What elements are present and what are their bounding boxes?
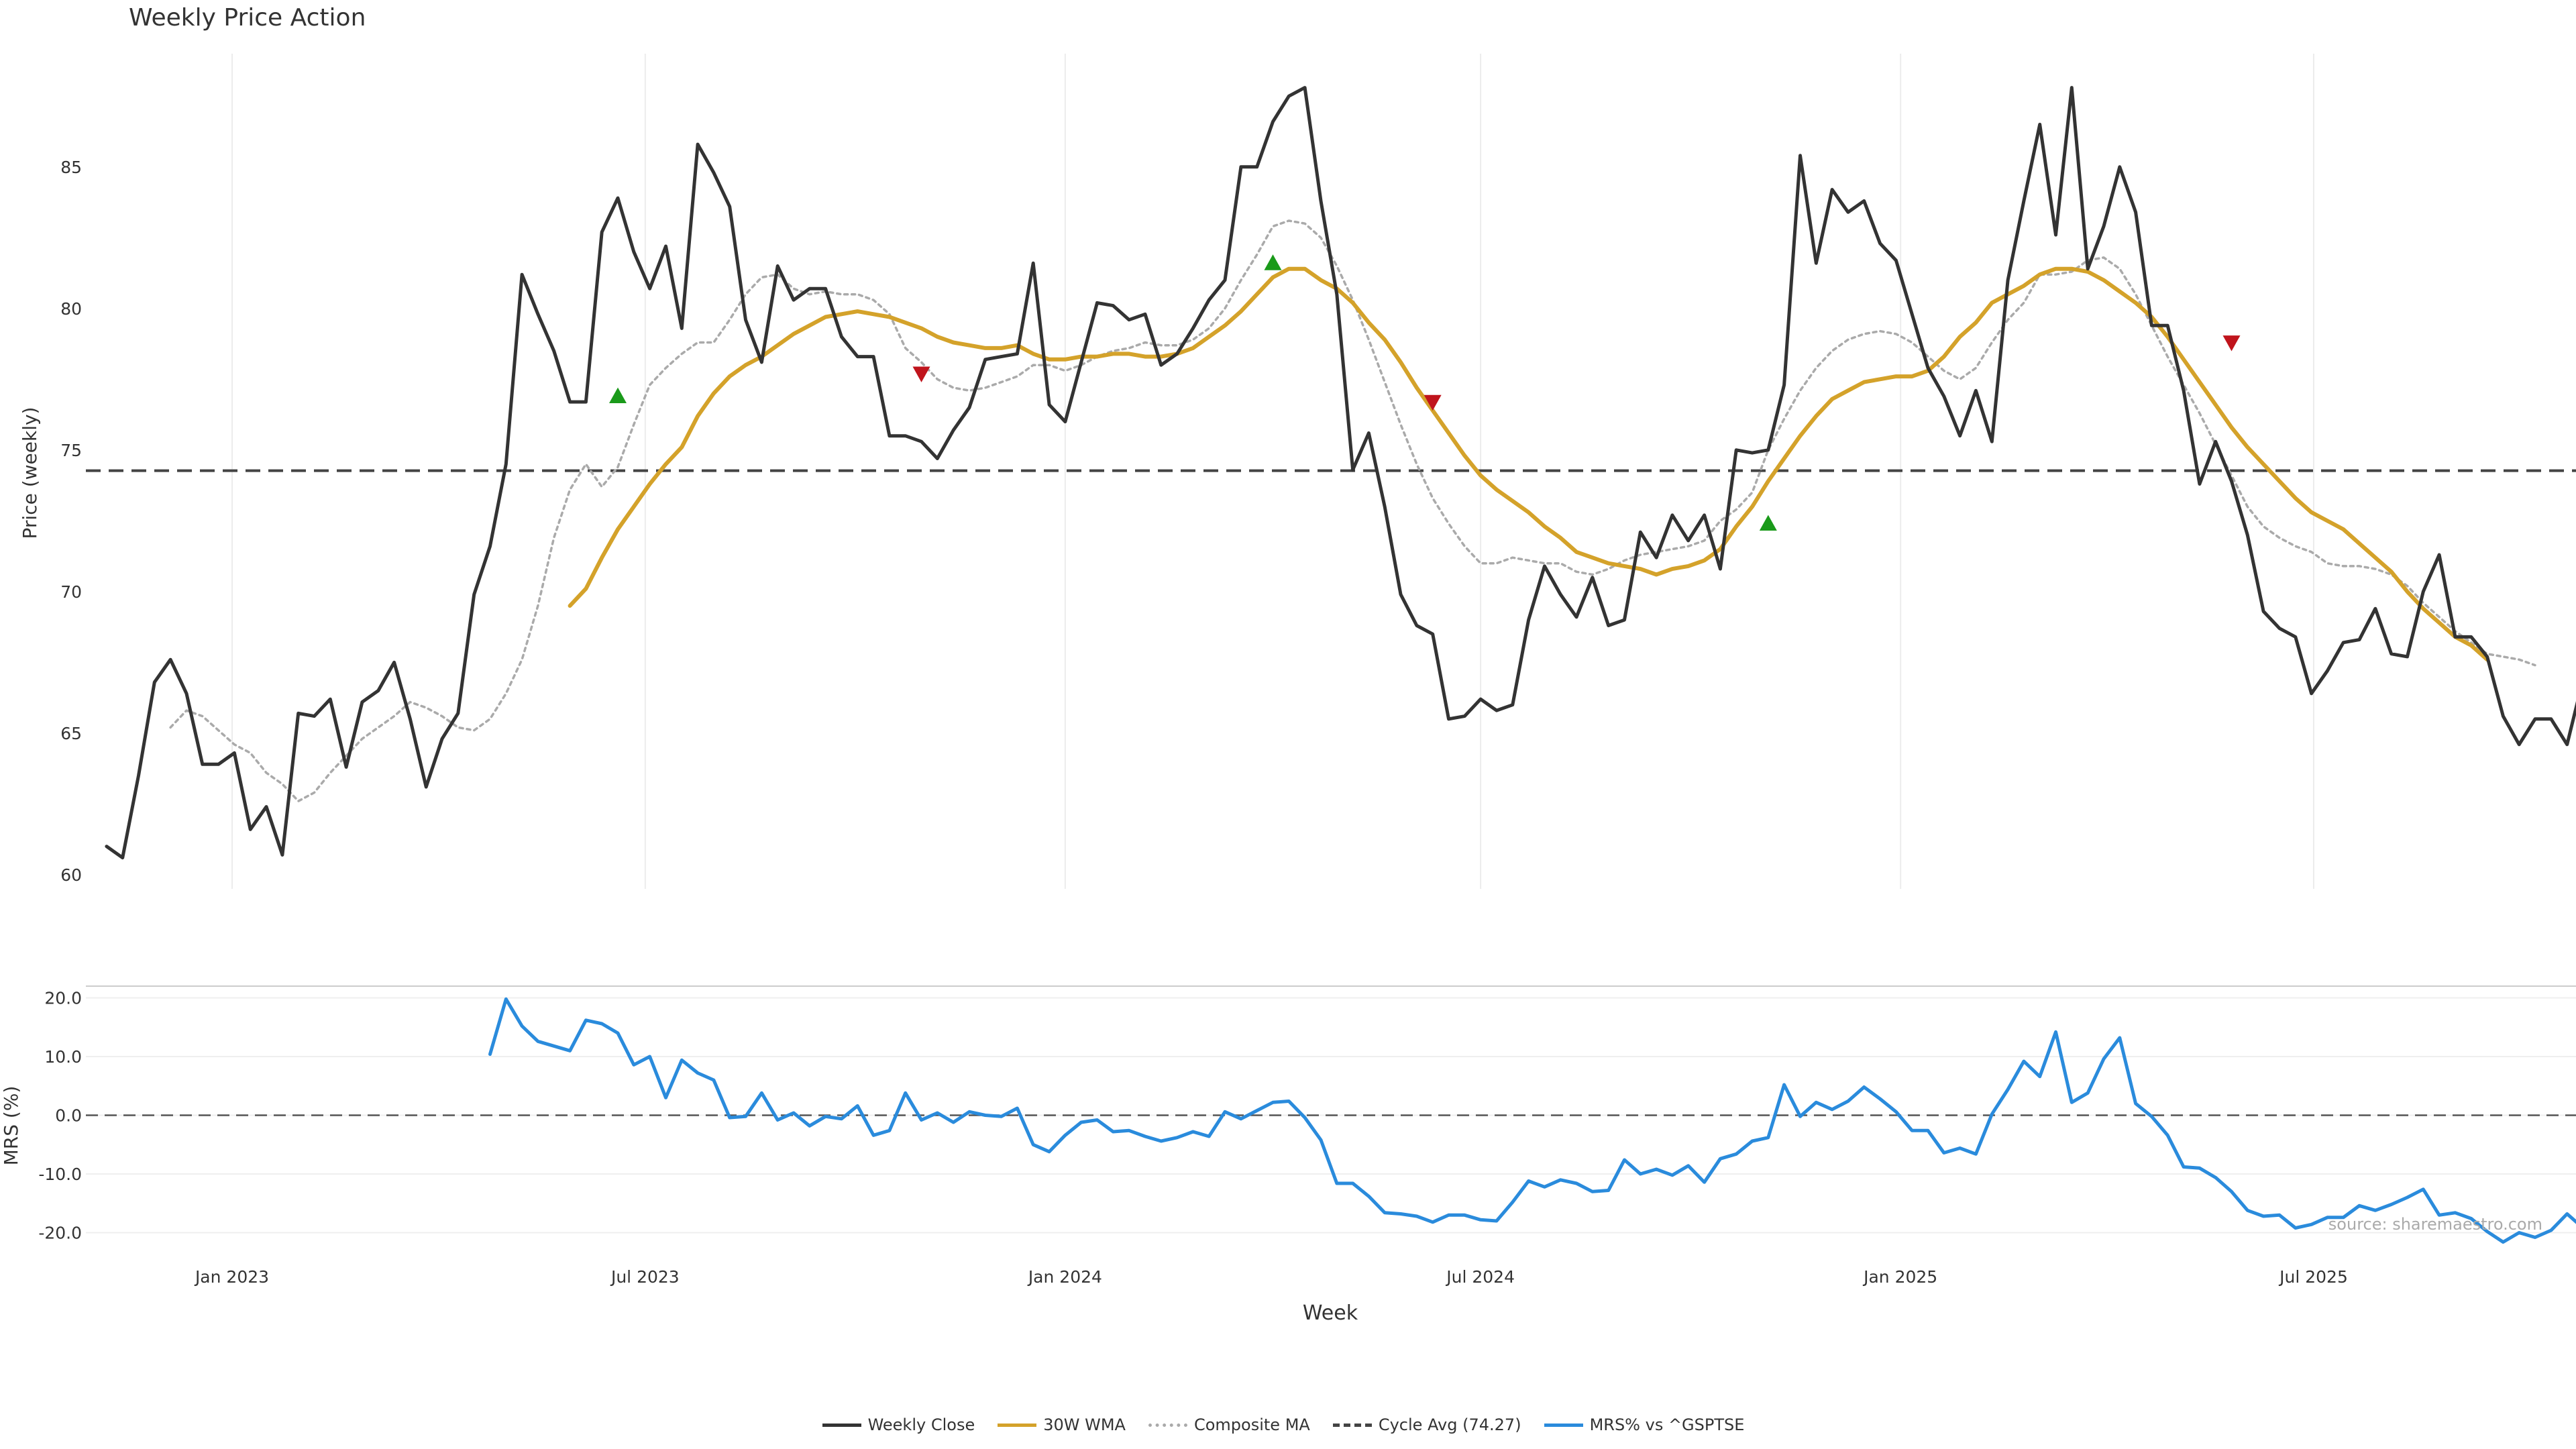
price-y-tick-label: 70 bbox=[60, 582, 82, 602]
sell-signal-marker bbox=[2222, 335, 2241, 352]
price-y-tick-label: 65 bbox=[60, 724, 82, 743]
price-y-tick-label: 85 bbox=[60, 158, 82, 177]
legend-label: 30W WMA bbox=[1043, 1415, 1126, 1434]
x-tick-label: Jul 2023 bbox=[610, 1267, 680, 1287]
legend-swatch bbox=[1544, 1423, 1583, 1427]
legend-item-30w-wma: 30W WMA bbox=[998, 1415, 1126, 1434]
legend-label: Composite MA bbox=[1193, 1415, 1310, 1434]
price-y-tick-label: 60 bbox=[60, 865, 82, 885]
mrs-y-tick-label: -10.0 bbox=[38, 1165, 82, 1184]
price-axis-label: Price (weekly) bbox=[19, 407, 41, 539]
mrs-y-tick-label: 0.0 bbox=[55, 1106, 82, 1126]
x-tick-label: Jul 2024 bbox=[1445, 1267, 1515, 1287]
price-y-tick-label: 80 bbox=[60, 299, 82, 319]
price-y-tick-label: 75 bbox=[60, 441, 82, 460]
legend-label: Cycle Avg (74.27) bbox=[1378, 1415, 1521, 1434]
mrs-panel-grid bbox=[86, 985, 2576, 1234]
buy-signal-marker bbox=[1264, 254, 1282, 270]
x-tick-label: Jan 2023 bbox=[194, 1267, 269, 1287]
mrs-axis-label: MRS (%) bbox=[0, 1086, 22, 1166]
legend-label: Weekly Close bbox=[867, 1415, 975, 1434]
axes: Jan 2023 Jul 2023 Jan 2024 Jul 2024 Jan 2025… bbox=[38, 158, 2348, 1287]
x-axis-label: Week bbox=[1303, 1301, 1358, 1325]
mrs-panel-series bbox=[86, 997, 2576, 1244]
x-tick-label: Jan 2025 bbox=[1862, 1267, 1937, 1287]
legend-swatch bbox=[822, 1423, 861, 1427]
watermark: source: sharemaestro.com bbox=[2328, 1215, 2542, 1234]
legend-item-cycle-avg-74-27: Cycle Avg (74.27) bbox=[1332, 1415, 1521, 1434]
buy-signal-marker bbox=[609, 387, 627, 404]
sell-signal-marker bbox=[1424, 394, 1442, 411]
legend-item-composite-ma: Composite MA bbox=[1148, 1415, 1310, 1434]
chart-legend: Weekly Close 30W WMA Composite MA Cycle Avg… bbox=[0, 1415, 2576, 1434]
legend-swatch bbox=[1332, 1423, 1372, 1427]
30w-wma-line bbox=[568, 266, 2489, 662]
legend-swatch bbox=[1148, 1423, 1187, 1427]
legend-item-weekly-close: Weekly Close bbox=[822, 1415, 975, 1434]
legend-item-mrs-vs-gsptse: MRS% vs ^GSPTSE bbox=[1544, 1415, 1745, 1434]
chart-title: Weekly Price Action bbox=[129, 4, 366, 32]
sell-signal-marker bbox=[912, 366, 930, 382]
x-tick-label: Jan 2024 bbox=[1027, 1267, 1102, 1287]
mrs-y-tick-label: 20.0 bbox=[44, 989, 82, 1008]
weekly-close-line bbox=[105, 86, 2576, 860]
mrs-y-tick-label: -20.0 bbox=[38, 1224, 82, 1243]
x-tick-label: Jul 2025 bbox=[2278, 1267, 2348, 1287]
buy-signal-marker bbox=[1759, 515, 1777, 531]
mrs-y-tick-label: 10.0 bbox=[44, 1047, 82, 1067]
legend-swatch bbox=[998, 1423, 1037, 1427]
legend-label: MRS% vs ^GSPTSE bbox=[1589, 1415, 1745, 1434]
mrs-vs-gsptse-line bbox=[488, 997, 2576, 1244]
price-panel-series bbox=[86, 86, 2576, 860]
signal-markers bbox=[609, 254, 2241, 531]
composite-ma-line bbox=[169, 219, 2536, 802]
